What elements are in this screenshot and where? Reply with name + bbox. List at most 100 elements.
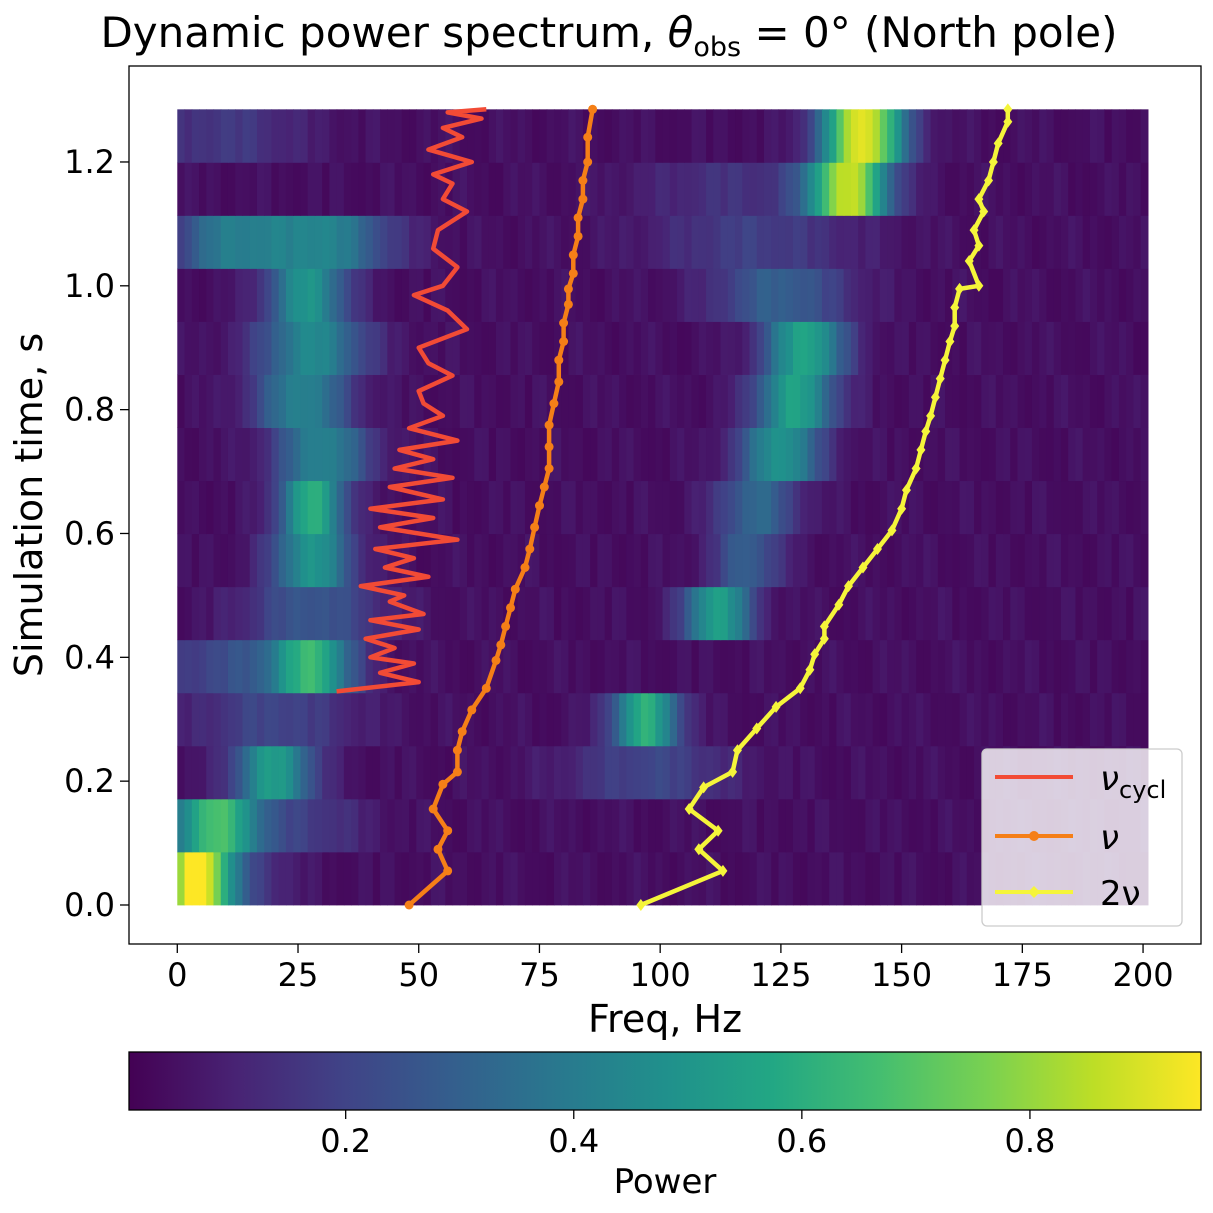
heatmap-cell: [524, 586, 533, 641]
heatmap-cell: [771, 851, 780, 906]
heatmap-cell: [771, 533, 780, 588]
x-axis-label: Freq, Hz: [588, 997, 742, 1041]
heatmap-cell: [742, 215, 751, 269]
heatmap-cell: [510, 215, 519, 269]
heatmap-cell: [648, 745, 656, 800]
heatmap-cell: [358, 798, 367, 853]
heatmap-cell: [423, 480, 432, 535]
heatmap-cell: [981, 321, 990, 375]
heatmap-cell: [372, 162, 381, 216]
heatmap-cell: [850, 427, 859, 482]
heatmap-cell: [300, 162, 309, 216]
heatmap-cell: [916, 480, 924, 535]
heatmap-cell: [394, 480, 403, 535]
heatmap-cell: [264, 586, 273, 641]
heatmap-cell: [488, 162, 497, 216]
heatmap-cell: [814, 533, 823, 588]
heatmap-cell: [626, 533, 635, 588]
heatmap-cell: [329, 215, 338, 269]
heatmap-cell: [720, 851, 729, 906]
heatmap-cell: [271, 162, 280, 216]
heatmap-cell: [488, 692, 497, 747]
heatmap-cell: [727, 374, 736, 428]
heatmap-cell: [293, 586, 302, 641]
heatmap-cell: [1039, 427, 1048, 482]
heatmap-cell: [510, 321, 519, 375]
heatmap-cell: [575, 427, 584, 482]
heatmap-cell: [619, 692, 627, 747]
heatmap-cell: [995, 374, 1004, 428]
heatmap-cell: [336, 798, 345, 853]
heatmap-cell: [604, 533, 613, 588]
heatmap-cell: [988, 162, 997, 216]
heatmap-cell: [1111, 586, 1120, 641]
heatmap-cell: [691, 798, 700, 853]
heatmap-cell: [1003, 374, 1011, 428]
heatmap-cell: [720, 586, 729, 641]
heatmap-cell: [575, 109, 584, 163]
heatmap-cell: [887, 692, 895, 747]
heatmap-cell: [177, 162, 186, 216]
heatmap-cell: [626, 851, 635, 906]
y-tick-label: 0.4: [64, 638, 115, 676]
heatmap-cell: [735, 480, 743, 535]
heatmap-cell: [1111, 639, 1120, 694]
heatmap-cell: [481, 109, 490, 163]
heatmap-cell: [800, 109, 809, 163]
heatmap-cell: [524, 374, 533, 428]
heatmap-cell: [1082, 321, 1091, 375]
heatmap-cell: [879, 692, 888, 747]
heatmap-cell: [1097, 586, 1106, 641]
heatmap-cell: [633, 639, 642, 694]
heatmap-cell: [227, 798, 236, 853]
heatmap-cell: [763, 851, 772, 906]
heatmap-cell: [206, 639, 215, 694]
heatmap-cell: [1068, 427, 1077, 482]
heatmap-cell: [481, 162, 490, 216]
heatmap-cell: [792, 162, 801, 216]
heatmap-cell: [539, 798, 548, 853]
heatmap-cell: [952, 162, 961, 216]
series-point-nu: [496, 640, 506, 650]
heatmap-cell: [351, 109, 359, 163]
heatmap-cell: [966, 374, 975, 428]
heatmap-cell: [351, 480, 359, 535]
heatmap-cell: [655, 692, 664, 747]
heatmap-cell: [387, 374, 396, 428]
heatmap-cell: [314, 109, 323, 163]
series-point-2nu: [974, 239, 984, 252]
heatmap-cell: [358, 533, 367, 588]
heatmap-cell: [1097, 321, 1106, 375]
heatmap-cell: [394, 745, 403, 800]
heatmap-cell: [626, 374, 635, 428]
heatmap-cell: [648, 586, 656, 641]
heatmap-cell: [285, 374, 294, 428]
heatmap-cell: [285, 480, 294, 535]
heatmap-cell: [1003, 109, 1011, 163]
heatmap-cell: [677, 321, 685, 375]
heatmap-cell: [590, 480, 598, 535]
heatmap-cell: [394, 374, 403, 428]
heatmap-cell: [590, 215, 598, 269]
heatmap-cell: [235, 109, 244, 163]
heatmap-cell: [662, 321, 671, 375]
heatmap-cell: [227, 851, 236, 906]
heatmap-cell: [561, 109, 570, 163]
heatmap-cell: [916, 215, 924, 269]
heatmap-cell: [409, 321, 417, 375]
heatmap-cell: [1111, 109, 1120, 163]
heatmap-cell: [865, 798, 874, 853]
heatmap-cell: [1111, 321, 1120, 375]
heatmap-cell: [633, 109, 642, 163]
heatmap-cell: [792, 692, 801, 747]
heatmap-cell: [242, 268, 251, 322]
heatmap-cell: [1068, 692, 1077, 747]
series-point-nu: [549, 399, 559, 408]
heatmap-cell: [300, 798, 309, 853]
heatmap-cell: [452, 480, 461, 535]
heatmap-cell: [735, 109, 743, 163]
heatmap-cell: [879, 851, 888, 906]
heatmap-cell: [358, 639, 367, 694]
legend-label-nu: ν: [1100, 818, 1119, 858]
heatmap-cell: [561, 745, 570, 800]
